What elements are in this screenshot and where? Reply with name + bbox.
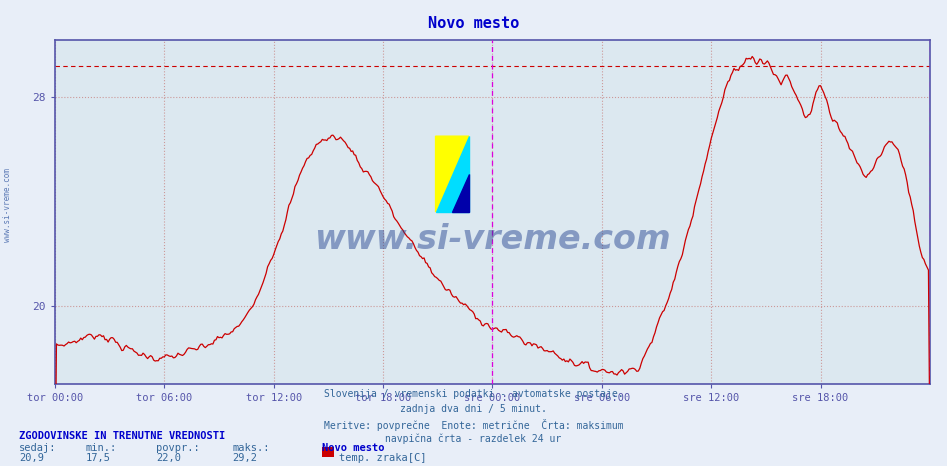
Text: Novo mesto: Novo mesto [322,443,384,452]
Text: min.:: min.: [85,443,116,452]
Text: maks.:: maks.: [232,443,270,452]
Text: 17,5: 17,5 [85,453,110,463]
Text: navpična črta - razdelek 24 ur: navpična črta - razdelek 24 ur [385,434,562,445]
Text: sedaj:: sedaj: [19,443,57,452]
Text: 20,9: 20,9 [19,453,44,463]
Text: www.si-vreme.com: www.si-vreme.com [3,168,12,242]
Text: Meritve: povprečne  Enote: metrične  Črta: maksimum: Meritve: povprečne Enote: metrične Črta:… [324,419,623,431]
Text: ZGODOVINSKE IN TRENUTNE VREDNOSTI: ZGODOVINSKE IN TRENUTNE VREDNOSTI [19,431,225,441]
Text: temp. zraka[C]: temp. zraka[C] [339,453,426,463]
Text: 22,0: 22,0 [156,453,181,463]
Text: Novo mesto: Novo mesto [428,16,519,31]
Text: zadnja dva dni / 5 minut.: zadnja dva dni / 5 minut. [400,404,547,414]
Polygon shape [452,174,469,212]
Polygon shape [436,136,469,212]
Text: povpr.:: povpr.: [156,443,200,452]
Text: www.si-vreme.com: www.si-vreme.com [314,223,670,256]
Text: 29,2: 29,2 [232,453,257,463]
Polygon shape [436,136,469,212]
Text: Slovenija / vremenski podatki - avtomatske postaje.: Slovenija / vremenski podatki - avtomats… [324,389,623,399]
